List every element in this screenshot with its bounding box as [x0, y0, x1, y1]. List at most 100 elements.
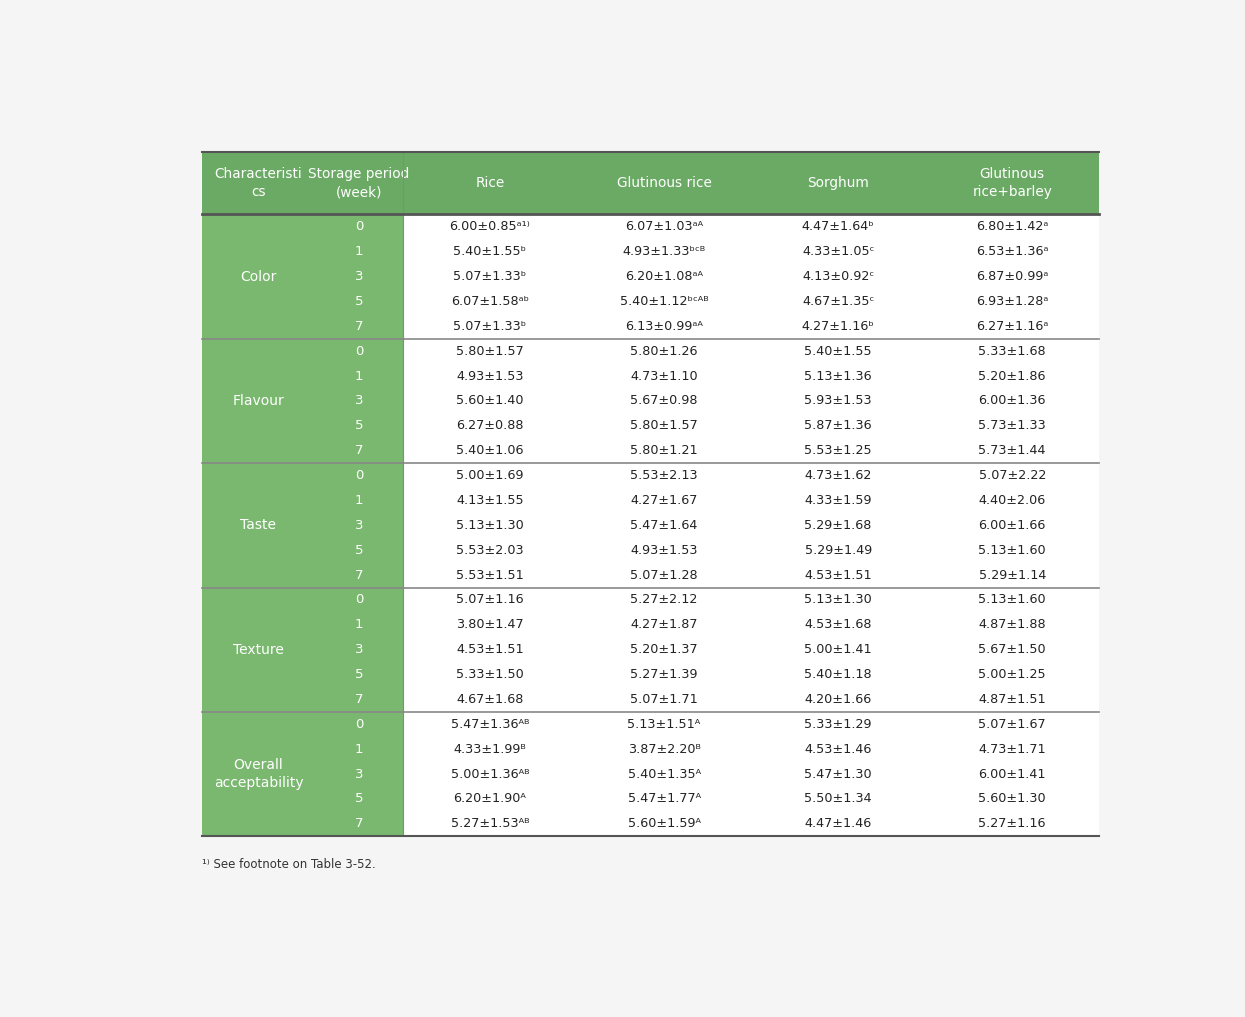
Text: Characteristi
cs: Characteristi cs	[214, 167, 303, 199]
Text: 5.29±1.68: 5.29±1.68	[804, 519, 871, 532]
Text: 6.07±1.03ᵃᴬ: 6.07±1.03ᵃᴬ	[625, 221, 703, 233]
Text: 5.40±1.55ᵇ: 5.40±1.55ᵇ	[453, 245, 527, 258]
Text: 4.53±1.68: 4.53±1.68	[804, 618, 871, 632]
Text: 7: 7	[355, 320, 364, 333]
Text: 5.07±2.22: 5.07±2.22	[979, 469, 1046, 482]
Text: 3: 3	[355, 768, 364, 780]
Text: 4.67±1.68: 4.67±1.68	[457, 693, 524, 706]
Text: 4.67±1.35ᶜ: 4.67±1.35ᶜ	[802, 295, 874, 308]
Bar	[202, 712, 403, 836]
Text: ¹⁾ See footnote on Table 3-52.: ¹⁾ See footnote on Table 3-52.	[202, 858, 376, 872]
Text: 1: 1	[355, 742, 364, 756]
Text: 5.80±1.21: 5.80±1.21	[630, 444, 698, 458]
Text: 5.27±1.53ᴬᴮ: 5.27±1.53ᴬᴮ	[451, 818, 529, 830]
Text: 4.27±1.16ᵇ: 4.27±1.16ᵇ	[802, 320, 874, 333]
Text: 5: 5	[355, 668, 364, 681]
Text: 4.47±1.46: 4.47±1.46	[804, 818, 871, 830]
Text: 4.93±1.53: 4.93±1.53	[456, 369, 524, 382]
Text: 4.27±1.87: 4.27±1.87	[630, 618, 697, 632]
Text: 0: 0	[355, 718, 364, 731]
Text: 5.00±1.36ᴬᴮ: 5.00±1.36ᴬᴮ	[451, 768, 529, 780]
Text: 7: 7	[355, 569, 364, 582]
Text: 6.00±1.41: 6.00±1.41	[979, 768, 1046, 780]
Text: 5.00±1.69: 5.00±1.69	[456, 469, 524, 482]
Text: 4.53±1.51: 4.53±1.51	[456, 643, 524, 656]
Text: 7: 7	[355, 818, 364, 830]
Text: 4.27±1.67: 4.27±1.67	[630, 494, 697, 506]
Text: 6.93±1.28ᵃ: 6.93±1.28ᵃ	[976, 295, 1048, 308]
Text: 5.27±1.16: 5.27±1.16	[979, 818, 1046, 830]
Text: 1: 1	[355, 494, 364, 506]
Text: 5.73±1.44: 5.73±1.44	[979, 444, 1046, 458]
Text: 1: 1	[355, 369, 364, 382]
Text: 5.13±1.36: 5.13±1.36	[804, 369, 871, 382]
Text: 4.73±1.71: 4.73±1.71	[979, 742, 1046, 756]
Text: 4.13±0.92ᶜ: 4.13±0.92ᶜ	[802, 271, 874, 283]
Text: 5.53±1.51: 5.53±1.51	[456, 569, 524, 582]
Text: 5.29±1.14: 5.29±1.14	[979, 569, 1046, 582]
Text: 5.33±1.50: 5.33±1.50	[456, 668, 524, 681]
Text: 5.60±1.40: 5.60±1.40	[456, 395, 524, 408]
Text: 4.33±1.99ᴮ: 4.33±1.99ᴮ	[453, 742, 527, 756]
Text: 5: 5	[355, 419, 364, 432]
Text: 5: 5	[355, 295, 364, 308]
Text: 0: 0	[355, 469, 364, 482]
Text: 5.07±1.67: 5.07±1.67	[979, 718, 1046, 731]
Text: 1: 1	[355, 618, 364, 632]
Text: 6.80±1.42ᵃ: 6.80±1.42ᵃ	[976, 221, 1048, 233]
Text: 4.33±1.59: 4.33±1.59	[804, 494, 871, 506]
Text: 5.47±1.77ᴬ: 5.47±1.77ᴬ	[627, 792, 701, 805]
Text: Overall
acceptability: Overall acceptability	[214, 759, 304, 789]
Text: 5.47±1.64: 5.47±1.64	[630, 519, 697, 532]
Text: 4.73±1.10: 4.73±1.10	[630, 369, 698, 382]
Text: 5.07±1.71: 5.07±1.71	[630, 693, 698, 706]
Text: 5.60±1.30: 5.60±1.30	[979, 792, 1046, 805]
Text: Flavour: Flavour	[233, 394, 284, 408]
Text: 4.20±1.66: 4.20±1.66	[804, 693, 871, 706]
Text: 3: 3	[355, 643, 364, 656]
Text: 4.53±1.51: 4.53±1.51	[804, 569, 871, 582]
Text: 6.00±0.85ᵃ¹⁾: 6.00±0.85ᵃ¹⁾	[449, 221, 530, 233]
Text: Taste: Taste	[240, 519, 276, 532]
Text: 5.40±1.18: 5.40±1.18	[804, 668, 871, 681]
Text: 5.80±1.57: 5.80±1.57	[630, 419, 698, 432]
Text: 5.13±1.60: 5.13±1.60	[979, 544, 1046, 556]
Text: 5.27±1.39: 5.27±1.39	[630, 668, 697, 681]
Text: 0: 0	[355, 345, 364, 358]
Bar	[202, 588, 403, 712]
Bar	[202, 152, 1099, 215]
Bar	[403, 588, 1099, 712]
Text: 3: 3	[355, 271, 364, 283]
Text: Texture: Texture	[233, 643, 284, 657]
Text: 5.47±1.36ᴬᴮ: 5.47±1.36ᴬᴮ	[451, 718, 529, 731]
Text: 5.00±1.41: 5.00±1.41	[804, 643, 871, 656]
Text: 5.20±1.37: 5.20±1.37	[630, 643, 698, 656]
Text: 5.33±1.29: 5.33±1.29	[804, 718, 871, 731]
Text: 5.87±1.36: 5.87±1.36	[804, 419, 871, 432]
Text: 5.07±1.33ᵇ: 5.07±1.33ᵇ	[453, 320, 527, 333]
Text: 5.60±1.59ᴬ: 5.60±1.59ᴬ	[627, 818, 701, 830]
Text: 7: 7	[355, 693, 364, 706]
Text: 5.20±1.86: 5.20±1.86	[979, 369, 1046, 382]
Text: 5.00±1.25: 5.00±1.25	[979, 668, 1046, 681]
Bar	[202, 339, 403, 463]
Bar	[403, 463, 1099, 588]
Text: 6.07±1.58ᵃᵇ: 6.07±1.58ᵃᵇ	[451, 295, 529, 308]
Text: 5.40±1.06: 5.40±1.06	[456, 444, 524, 458]
Text: 5.07±1.33ᵇ: 5.07±1.33ᵇ	[453, 271, 527, 283]
Text: 4.93±1.53: 4.93±1.53	[630, 544, 697, 556]
Text: 6.20±1.90ᴬ: 6.20±1.90ᴬ	[453, 792, 527, 805]
Text: 6.53±1.36ᵃ: 6.53±1.36ᵃ	[976, 245, 1048, 258]
Text: 5.93±1.53: 5.93±1.53	[804, 395, 871, 408]
Text: 5.50±1.34: 5.50±1.34	[804, 792, 871, 805]
Bar	[202, 215, 403, 339]
Text: Color: Color	[240, 270, 276, 284]
Text: 5.33±1.68: 5.33±1.68	[979, 345, 1046, 358]
Text: 5.67±0.98: 5.67±0.98	[630, 395, 697, 408]
Text: 4.13±1.55: 4.13±1.55	[456, 494, 524, 506]
Text: 3: 3	[355, 519, 364, 532]
Text: 5: 5	[355, 792, 364, 805]
Text: 6.13±0.99ᵃᴬ: 6.13±0.99ᵃᴬ	[625, 320, 703, 333]
Text: 5.80±1.26: 5.80±1.26	[630, 345, 697, 358]
Text: 4.47±1.64ᵇ: 4.47±1.64ᵇ	[802, 221, 874, 233]
